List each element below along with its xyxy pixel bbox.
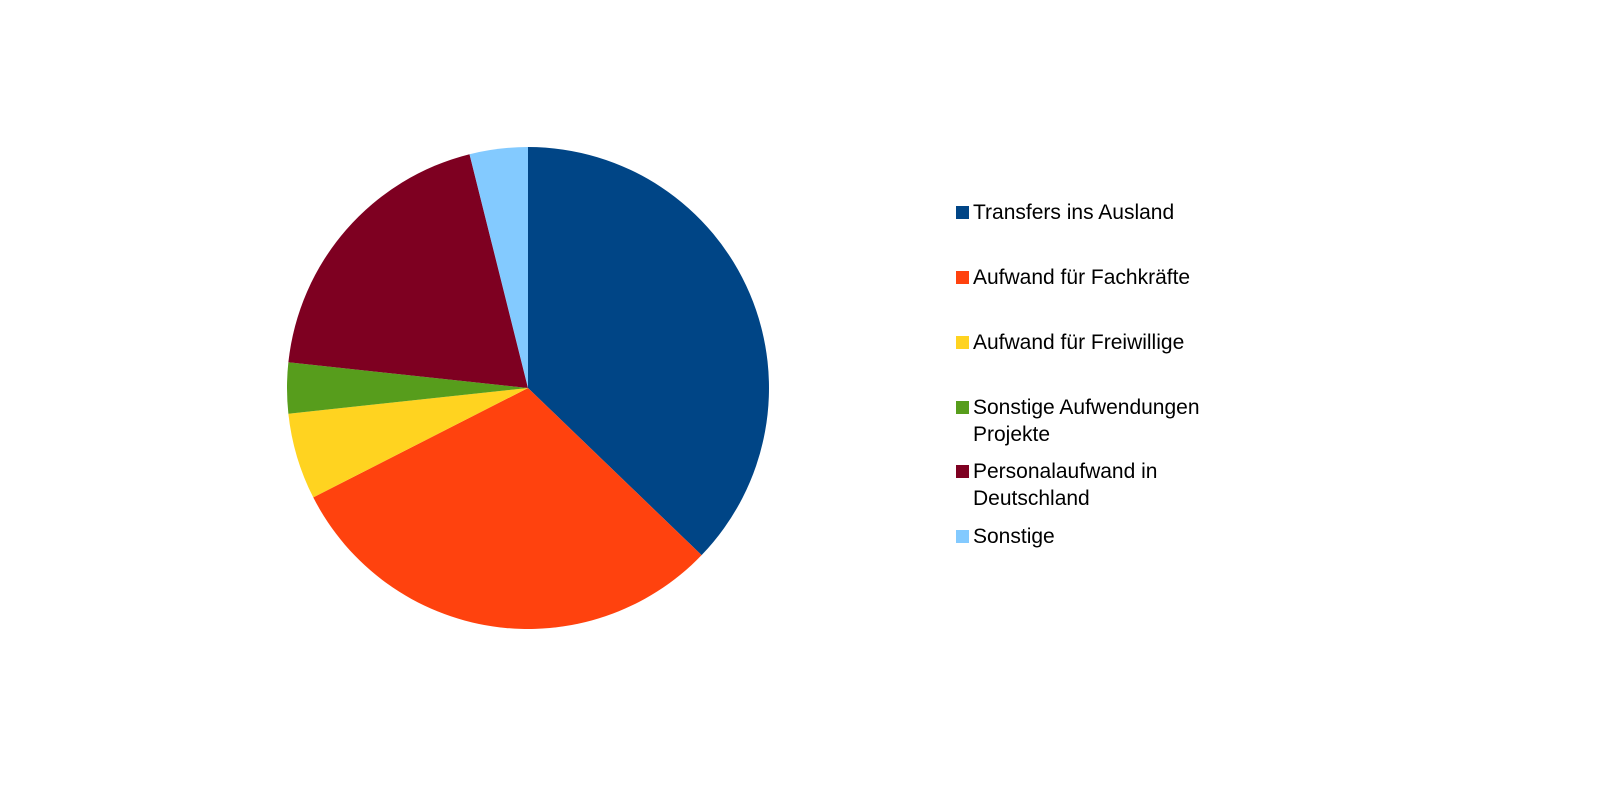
legend-label: Transfers ins Ausland [973,201,1175,224]
legend-label: Aufwand für Fachkräfte [973,266,1191,289]
pie-slice [288,388,528,498]
legend-item: Personalaufwand in Deutschland [956,458,1246,512]
legend-swatch [956,271,969,284]
legend-swatch [956,206,969,219]
pie-slice [287,362,528,414]
legend-item: Sonstige Aufwendungen Projekte [956,394,1246,448]
pie-slice [313,388,702,630]
legend-swatch [956,336,969,349]
legend-swatch [956,465,969,478]
legend-label: Personalaufwand in Deutschland [973,460,1158,510]
legend-label: Aufwand für Freiwillige [973,331,1185,354]
legend-item: Aufwand für Freiwillige [956,329,1246,356]
legend-swatch [956,401,969,414]
legend-item: Sonstige [956,523,1246,550]
legend-item: Transfers ins Ausland [956,199,1246,226]
legend-label: Sonstige Aufwendungen Projekte [973,396,1200,446]
pie-slice [528,147,769,556]
pie-slice [469,147,528,388]
legend-item: Aufwand für Fachkräfte [956,264,1246,291]
legend-swatch [956,530,969,543]
legend-label: Sonstige [973,525,1055,548]
pie-slice [288,154,528,388]
